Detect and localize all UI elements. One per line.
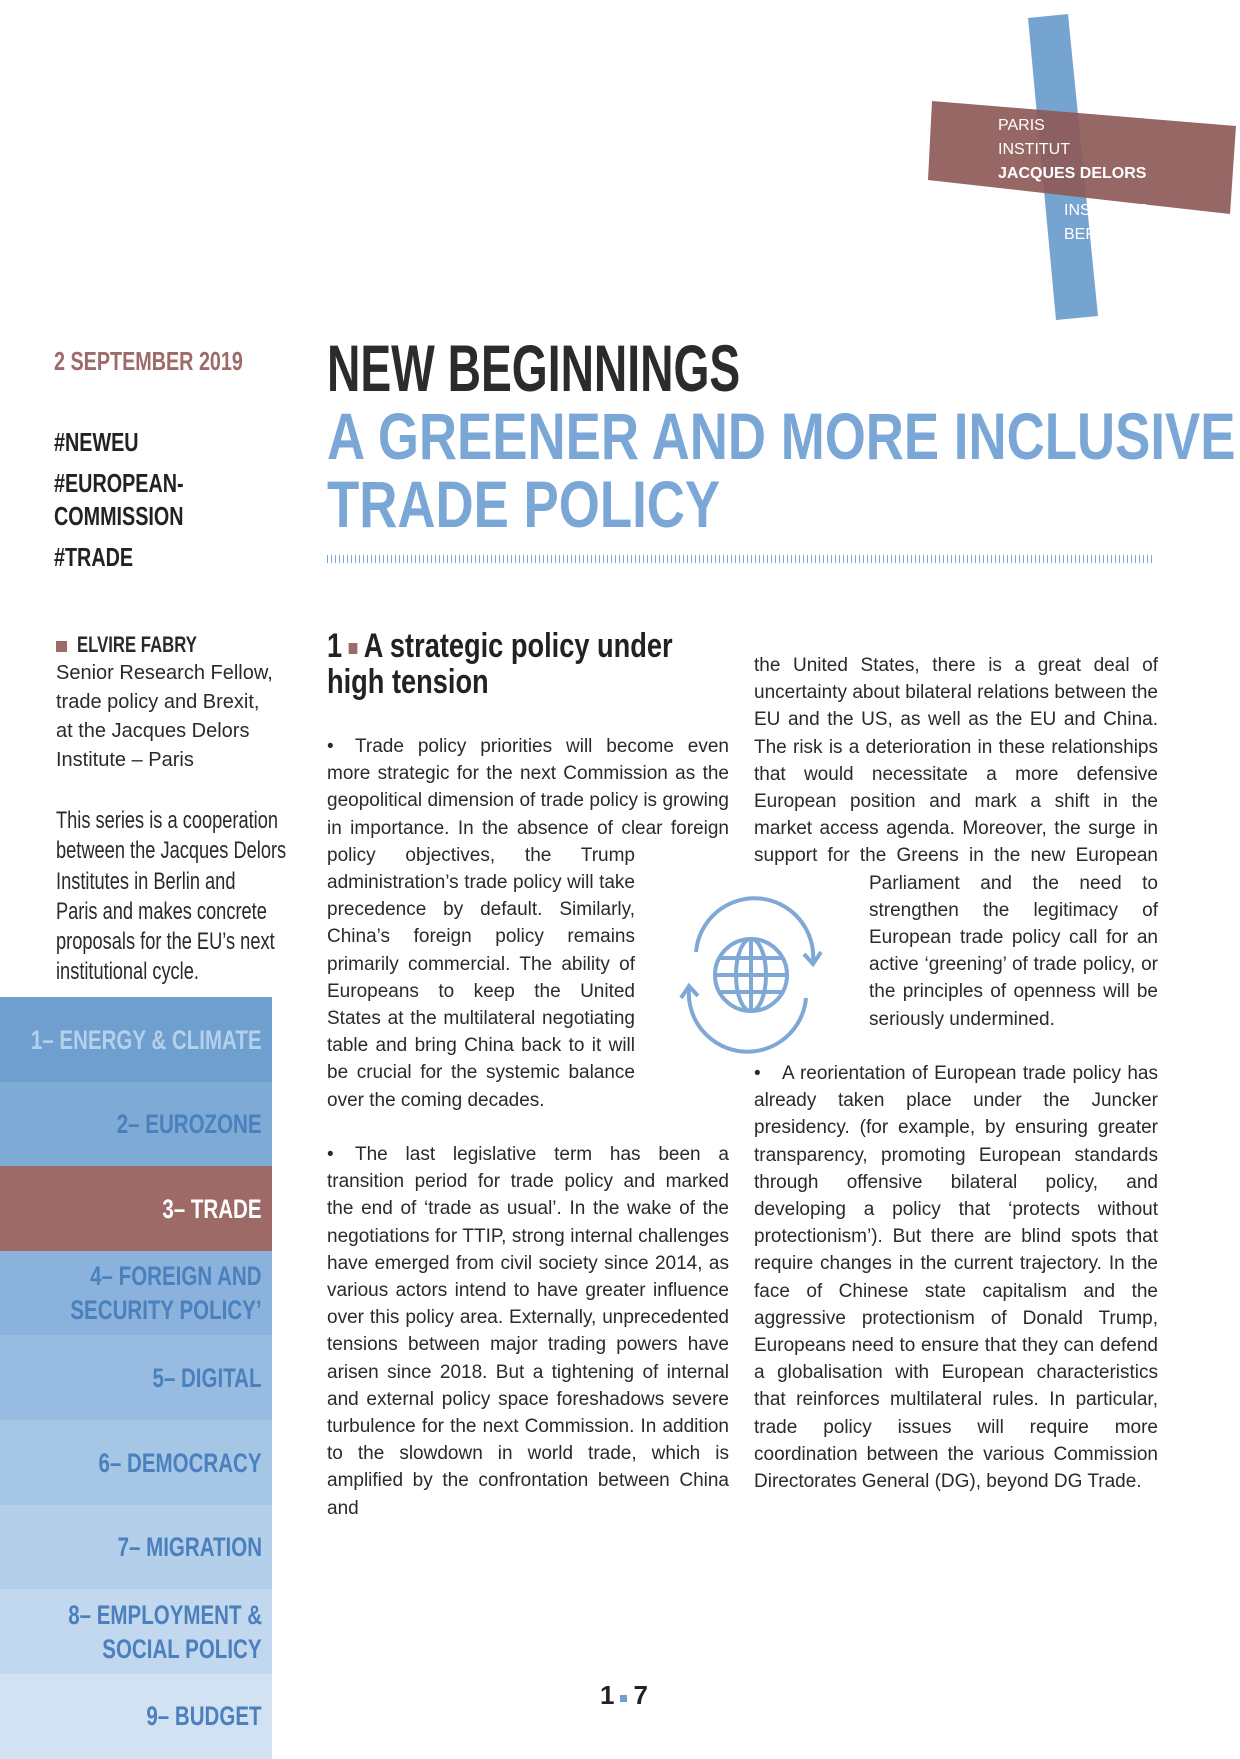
- nav-item[interactable]: 2– EUROZONE: [0, 1081, 272, 1167]
- author-bio: Institute – Paris: [56, 749, 194, 771]
- section-heading: 1 A strategic policy under high tension: [327, 628, 759, 700]
- paragraph: Trade policy priorities will become even…: [327, 733, 729, 1114]
- logo-text: PARIS: [998, 117, 1045, 134]
- logo-text: JACQUES DELORS: [998, 165, 1147, 182]
- column-1: Trade policy priorities will become even…: [327, 733, 729, 1549]
- heading-line: A strategic policy under: [363, 627, 673, 665]
- nav-item[interactable]: 6– DEMOCRACY: [0, 1420, 272, 1505]
- hashtag: #TRADE: [54, 542, 134, 572]
- date: 2 SEPTEMBER 2019: [54, 346, 243, 376]
- author-bio: at the Jacques Delors: [56, 720, 250, 742]
- nav-text: 1– ENERGY & CLIMATE: [31, 1024, 262, 1055]
- paragraph: the United States, there is a great deal…: [754, 655, 1158, 1030]
- nav-line: 9– BUDGET: [110, 1699, 262, 1733]
- logo-text: BERLIN: [1064, 226, 1122, 243]
- logo-text: INSTITUTE: [1064, 202, 1147, 219]
- nav-line: 3– TRADE: [131, 1192, 262, 1226]
- nav-text: 4– FOREIGN AND: [90, 1261, 262, 1292]
- nav-line: SECURITY POLICY’: [10, 1293, 262, 1327]
- series-text: proposals for the EU’s next: [56, 928, 275, 956]
- author: ELVIRE FABRY Senior Research Fellow, tra…: [56, 630, 273, 775]
- series-line: between the Jacques Delors: [56, 836, 359, 866]
- title-line: A GREENER AND MORE INCLUSIVE: [327, 399, 1236, 473]
- paragraph: A reorientation of European trade policy…: [754, 1060, 1158, 1495]
- series-line: proposals for the EU’s next: [56, 927, 359, 957]
- title-line: NEW BEGINNINGS: [327, 331, 741, 405]
- series-line: Paris and makes concrete: [56, 897, 359, 927]
- paragraph: The last legislative term has been a tra…: [327, 1141, 729, 1522]
- nav-line: 7– MIGRATION: [72, 1530, 262, 1564]
- nav-item[interactable]: 9– BUDGET: [0, 1673, 272, 1759]
- nav-item[interactable]: 7– MIGRATION: [0, 1504, 272, 1590]
- nav-text: 7– MIGRATION: [117, 1532, 262, 1563]
- series-text: Institutes in Berlin and: [56, 867, 236, 895]
- author-bio: trade policy and Brexit,: [56, 691, 260, 713]
- nav-text: SECURITY POLICY’: [70, 1295, 262, 1326]
- nav-item[interactable]: 8– EMPLOYMENT & SOCIAL POLICY: [0, 1589, 272, 1675]
- hashtags: #NEWEU #EUROPEAN- COMMISSION #TRADE: [54, 426, 224, 574]
- nav-item[interactable]: 1– ENERGY & CLIMATE: [0, 997, 272, 1082]
- author-name: ELVIRE FABRY: [77, 632, 197, 657]
- dotted-rule: [327, 555, 1154, 563]
- nav-text: 3– TRADE: [162, 1193, 262, 1224]
- heading-line: high tension: [327, 663, 489, 701]
- nav-line: 1– ENERGY & CLIMATE: [0, 1023, 262, 1057]
- nav-line: 5– DIGITAL: [118, 1361, 262, 1395]
- series-line: institutional cycle.: [56, 957, 359, 987]
- author-bio: Senior Research Fellow,: [56, 662, 273, 684]
- nav-text: 9– BUDGET: [146, 1701, 262, 1732]
- nav-item[interactable]: 4– FOREIGN AND SECURITY POLICY’: [0, 1250, 272, 1336]
- logo-text: INSTITUT: [998, 141, 1070, 158]
- nav-line: 6– DEMOCRACY: [47, 1446, 262, 1480]
- column-2: the United States, there is a great deal…: [754, 652, 1158, 1522]
- nav-line: SOCIAL POLICY: [52, 1632, 262, 1666]
- title: NEW BEGINNINGS A GREENER AND MORE INCLUS…: [327, 334, 1240, 538]
- nav-text: 5– DIGITAL: [152, 1362, 262, 1393]
- nav-text: 2– EUROZONE: [117, 1109, 262, 1140]
- series-line: This series is a cooperation: [56, 806, 359, 836]
- nav-line: 2– EUROZONE: [71, 1107, 262, 1141]
- nav-item[interactable]: 3– TRADE: [0, 1166, 272, 1252]
- logo-shapes: [928, 14, 1236, 320]
- logo-berlin: INSTITUTE BERLIN: [1064, 199, 1147, 247]
- hashtag: COMMISSION: [54, 501, 184, 531]
- series-text: between the Jacques Delors: [56, 837, 287, 865]
- title-line: TRADE POLICY: [327, 467, 721, 541]
- page-total: 7: [633, 1680, 648, 1710]
- logo-paris: PARIS INSTITUT JACQUES DELORS: [998, 114, 1146, 186]
- nav-text: 6– DEMOCRACY: [98, 1447, 262, 1478]
- nav-line: 4– FOREIGN AND: [36, 1259, 262, 1293]
- series-text: Paris and makes concrete: [56, 897, 267, 925]
- globe-icon: [679, 896, 823, 1054]
- series-line: Institutes in Berlin and: [56, 867, 359, 897]
- hashtag: #EUROPEAN-: [54, 468, 184, 498]
- nav-text: SOCIAL POLICY: [102, 1633, 262, 1664]
- hashtag: #NEWEU: [54, 427, 139, 457]
- series-text: institutional cycle.: [56, 958, 199, 986]
- section-number: 1: [327, 627, 343, 665]
- series-text: This series is a cooperation: [56, 807, 279, 834]
- nav-item[interactable]: 5– DIGITAL: [0, 1335, 272, 1421]
- page-current: 1: [600, 1680, 615, 1710]
- nav-text: 8– EMPLOYMENT &: [68, 1599, 262, 1630]
- nav-line: 8– EMPLOYMENT &: [7, 1598, 262, 1632]
- series-note: This series is a cooperation between the …: [56, 806, 359, 988]
